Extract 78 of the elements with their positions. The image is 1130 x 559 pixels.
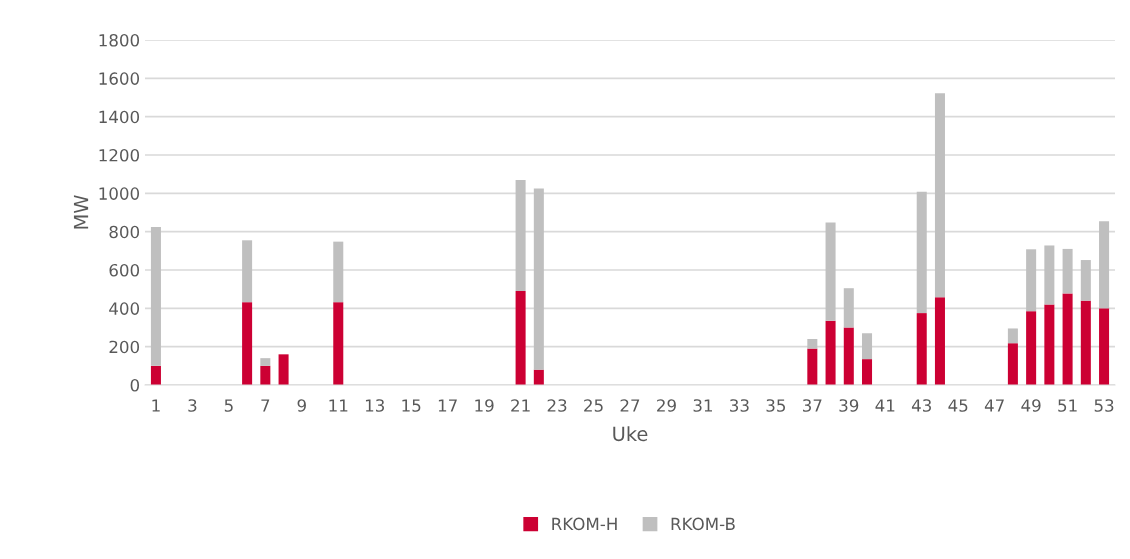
x-tick-label: 15: [402, 399, 421, 412]
x-tick-label: 39: [839, 399, 859, 412]
bar: [278, 354, 289, 385]
y-axis-title: MW: [73, 195, 89, 229]
x-tick-label: 13: [365, 399, 384, 412]
y-tick-label: 400: [109, 302, 140, 315]
x-tick-label: 19: [475, 399, 494, 412]
bar: [825, 222, 836, 321]
bar: [807, 348, 818, 385]
bar: [242, 240, 253, 303]
bar: [1099, 221, 1110, 309]
y-tick-label: 1600: [99, 72, 140, 85]
x-tick-label: 17: [438, 399, 457, 412]
bar: [515, 179, 526, 292]
y-tick-label: 1800: [99, 33, 140, 47]
bar: [1044, 245, 1055, 305]
bar: [260, 365, 271, 385]
x-tick-label: 43: [911, 399, 931, 412]
bar: [807, 339, 818, 349]
x-tick-label: 3: [188, 399, 197, 412]
y-tick-label: 1200: [99, 148, 140, 162]
x-tick-label: 7: [261, 399, 270, 412]
x-tick-label: 29: [657, 399, 676, 412]
y-tick-label: 0: [130, 378, 140, 392]
bar: [862, 359, 873, 385]
bar: [843, 288, 854, 328]
bar: [150, 365, 161, 385]
bar: [1080, 300, 1091, 385]
x-tick-label: 31: [693, 399, 712, 412]
x-tick-label: 41: [875, 399, 895, 412]
legend-label: RKOM-B: [671, 517, 735, 531]
bar: [862, 333, 873, 360]
x-axis-title: Uke: [613, 426, 648, 442]
bar: [1062, 248, 1073, 294]
bar: [916, 313, 927, 385]
bar: [333, 302, 344, 385]
y-tick-label: 800: [109, 225, 140, 239]
x-tick-label: 33: [730, 399, 749, 412]
x-tick-label: 23: [547, 399, 567, 412]
x-tick-label: 45: [948, 399, 968, 412]
x-tick-label: 49: [1021, 399, 1041, 412]
bar: [1007, 343, 1018, 385]
x-tick-label: 47: [984, 399, 1004, 412]
y-tick-label: 600: [109, 263, 140, 277]
bar: [1007, 328, 1018, 344]
bar: [1026, 249, 1037, 312]
y-tick-label: 1000: [99, 187, 140, 200]
bar: [1099, 308, 1110, 385]
bar: [242, 302, 253, 385]
y-tick-label: 200: [109, 340, 140, 354]
x-tick-label: 27: [620, 399, 640, 412]
bar: [333, 241, 344, 303]
bar: [533, 188, 544, 370]
x-tick-label: 53: [1094, 399, 1114, 412]
x-tick-label: 51: [1058, 399, 1077, 412]
bar: [1080, 260, 1091, 301]
bar: [260, 358, 271, 366]
bar: [1026, 311, 1037, 385]
legend-label: RKOM-H: [552, 517, 617, 531]
y-tick-label: 1400: [99, 110, 140, 124]
x-tick-label: 35: [766, 399, 786, 412]
x-tick-label: 21: [511, 399, 530, 412]
bar: [916, 191, 927, 314]
x-tick-label: 25: [584, 399, 603, 412]
x-tick-label: 9: [297, 399, 306, 412]
x-tick-label: 11: [329, 399, 348, 412]
bar: [825, 320, 836, 385]
x-tick-label: 37: [803, 399, 822, 412]
bar: [533, 369, 544, 385]
bar: [515, 291, 526, 385]
x-tick-label: 1: [152, 399, 160, 412]
bar: [150, 226, 161, 366]
bar: [934, 93, 945, 298]
x-tick-label: 5: [224, 399, 233, 412]
bar: [1062, 293, 1073, 385]
bar: [1044, 304, 1055, 385]
bar: [934, 297, 945, 385]
bar: [843, 327, 854, 385]
